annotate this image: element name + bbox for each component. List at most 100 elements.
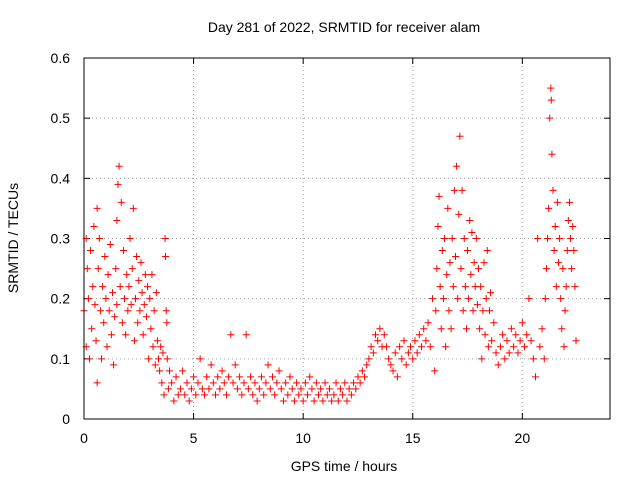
data-point [402, 361, 410, 369]
data-point [279, 397, 287, 405]
data-point [382, 343, 390, 351]
data-point [521, 343, 529, 351]
data-point [181, 391, 189, 399]
data-point [146, 295, 154, 303]
data-point [380, 331, 388, 339]
data-point [570, 247, 578, 255]
data-point [185, 397, 193, 405]
data-point [496, 343, 504, 351]
data-point [556, 235, 564, 242]
data-point [424, 319, 432, 327]
data-point [540, 355, 548, 363]
data-point [94, 265, 102, 273]
data-point [163, 355, 171, 363]
data-point [126, 235, 134, 242]
data-point [268, 373, 276, 381]
x-tick-label: 5 [190, 430, 198, 446]
data-point [149, 343, 157, 351]
data-point [398, 355, 406, 363]
data-point [466, 216, 474, 224]
data-point [480, 259, 488, 267]
data-point [358, 367, 366, 375]
data-point [467, 271, 475, 279]
data-point [130, 337, 138, 345]
data-point [455, 210, 463, 218]
data-point [477, 283, 485, 291]
data-point [323, 391, 331, 399]
data-point [301, 379, 309, 387]
data-point [312, 379, 320, 387]
data-point [207, 361, 215, 369]
data-point [325, 385, 333, 393]
data-point [192, 391, 200, 399]
data-point [164, 385, 172, 393]
data-point [135, 277, 143, 285]
data-point [139, 331, 147, 339]
data-point [551, 222, 559, 230]
data-point [546, 114, 554, 122]
data-point [174, 391, 182, 399]
data-point [350, 379, 358, 387]
data-point [218, 367, 226, 375]
data-point [569, 222, 577, 230]
data-point [391, 349, 399, 357]
data-point [308, 385, 316, 393]
data-point [468, 228, 476, 236]
data-point [332, 379, 340, 387]
data-point [258, 373, 266, 381]
data-point [343, 397, 351, 405]
data-point [115, 162, 123, 170]
data-point [545, 204, 553, 212]
data-point [117, 198, 125, 206]
data-point [453, 162, 461, 170]
data-point [479, 307, 487, 315]
data-point [559, 265, 567, 273]
data-point [262, 379, 270, 387]
data-point [531, 373, 539, 381]
y-tick-label: 0.5 [51, 110, 71, 126]
data-point [249, 391, 257, 399]
data-point [110, 361, 118, 369]
data-point [441, 235, 449, 242]
chart-title: Day 281 of 2022, SRMTID for receiver ala… [208, 19, 480, 35]
data-point [113, 301, 121, 309]
data-point [238, 391, 246, 399]
data-point [411, 337, 419, 345]
data-point [418, 343, 426, 351]
data-point [494, 361, 502, 369]
data-point [93, 204, 101, 212]
data-point [562, 283, 570, 291]
data-points [80, 84, 580, 405]
data-point [447, 325, 455, 333]
data-point [310, 397, 318, 405]
data-point [529, 355, 537, 363]
data-point [282, 379, 290, 387]
data-point [214, 373, 222, 381]
data-point [499, 331, 507, 339]
data-point [144, 283, 152, 291]
data-point [284, 391, 292, 399]
data-point [187, 385, 195, 393]
data-point [475, 265, 482, 273]
data-point [275, 367, 283, 375]
data-point [490, 319, 498, 327]
data-point [113, 216, 121, 224]
data-point [236, 373, 244, 381]
data-point [162, 307, 170, 315]
data-point [464, 247, 472, 255]
data-point [286, 373, 294, 381]
data-point [271, 391, 279, 399]
data-point [156, 367, 164, 375]
data-point [442, 343, 450, 351]
data-point [415, 331, 423, 339]
data-point [374, 337, 382, 345]
data-point [541, 295, 549, 303]
data-point [125, 283, 133, 291]
data-point [288, 385, 296, 393]
data-point [462, 325, 470, 333]
data-point [142, 313, 150, 321]
data-point [450, 186, 458, 194]
data-point [341, 379, 349, 387]
data-point [105, 307, 113, 315]
data-point [422, 337, 430, 345]
